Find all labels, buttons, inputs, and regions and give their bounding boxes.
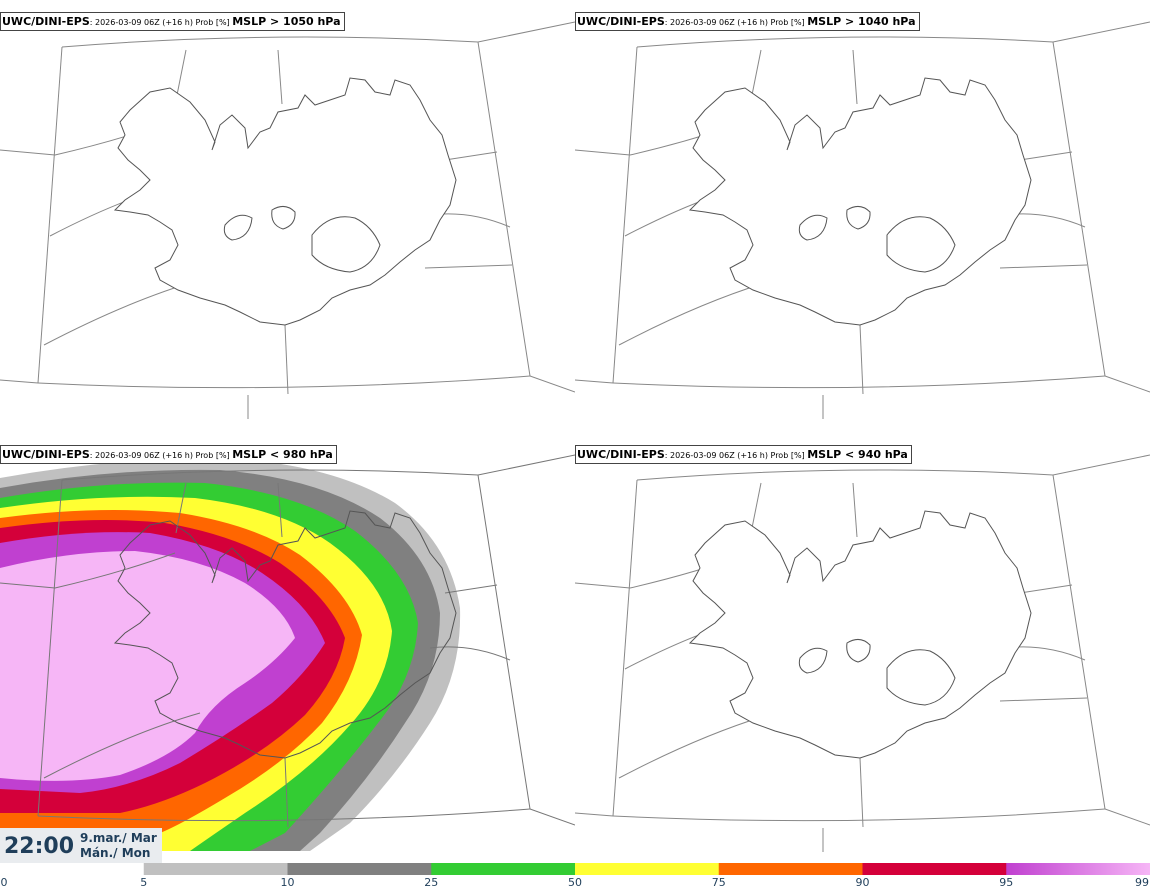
map-panel-mslp-gt-1050: UWC/DINI-EPS: 2026-03-09 06Z (+16 h) Pro… <box>0 0 575 433</box>
run-info: : 2026-03-09 06Z (+16 h) Prob [%] <box>89 18 233 27</box>
legend-segment <box>718 863 863 875</box>
legend-tick-label: 5 <box>140 876 148 889</box>
legend-segment <box>862 863 1007 875</box>
map-canvas <box>0 433 575 866</box>
model-name: UWC/DINI-EPS <box>577 15 665 28</box>
map-panel-mslp-lt-940: UWC/DINI-EPS: 2026-03-09 06Z (+16 h) Pro… <box>575 433 1150 866</box>
legend-tick-label: 90 <box>855 876 870 889</box>
legend-tick-label: 10 <box>280 876 295 889</box>
legend-segment <box>575 863 720 875</box>
valid-time-box: 22:00 9.mar./ Mar Mán./ Mon <box>0 828 162 864</box>
threshold-label: MSLP > 1040 hPa <box>807 15 916 28</box>
probability-field <box>0 458 461 851</box>
map-canvas <box>575 436 1150 853</box>
map-panel-mslp-lt-980: UWC/DINI-EPS: 2026-03-09 06Z (+16 h) Pro… <box>0 433 575 866</box>
legend-tick-label: 0 <box>0 876 8 889</box>
panel-title: UWC/DINI-EPS: 2026-03-09 06Z (+16 h) Pro… <box>575 445 912 464</box>
legend-bar <box>0 863 1150 875</box>
panel-title: UWC/DINI-EPS: 2026-03-09 06Z (+16 h) Pro… <box>0 445 337 464</box>
color-legend: 0 5 10 25 50 75 90 95 99 <box>0 862 1150 891</box>
legend-tick-label: 25 <box>424 876 439 889</box>
model-name: UWC/DINI-EPS <box>2 15 90 28</box>
valid-time: 22:00 <box>4 834 75 859</box>
legend-tick-label: 99 <box>1135 876 1149 889</box>
threshold-label: MSLP < 940 hPa <box>807 448 908 461</box>
panel-title: UWC/DINI-EPS: 2026-03-09 06Z (+16 h) Pro… <box>575 12 920 31</box>
legend-tick-label: 75 <box>711 876 726 889</box>
panel-title: UWC/DINI-EPS: 2026-03-09 06Z (+16 h) Pro… <box>0 12 345 31</box>
valid-date: 9.mar./ Mar Mán./ Mon <box>80 831 157 861</box>
run-info: : 2026-03-09 06Z (+16 h) Prob [%] <box>664 18 808 27</box>
legend-segment <box>0 863 145 875</box>
model-name: UWC/DINI-EPS <box>2 448 90 461</box>
legend-segment <box>431 863 576 875</box>
date-line-1: 9.mar./ Mar <box>80 831 157 845</box>
date-line-2: Mán./ Mon <box>80 846 151 860</box>
model-name: UWC/DINI-EPS <box>577 448 665 461</box>
legend-tick-label: 95 <box>999 876 1014 889</box>
legend-segment <box>143 863 288 875</box>
run-info: : 2026-03-09 06Z (+16 h) Prob [%] <box>89 451 233 460</box>
legend-tick-label: 50 <box>568 876 582 889</box>
map-panel-mslp-gt-1040: UWC/DINI-EPS: 2026-03-09 06Z (+16 h) Pro… <box>575 0 1150 433</box>
threshold-label: MSLP < 980 hPa <box>232 448 333 461</box>
map-canvas <box>0 3 575 420</box>
legend-segment <box>1006 863 1150 875</box>
run-info: : 2026-03-09 06Z (+16 h) Prob [%] <box>664 451 808 460</box>
legend-segment <box>287 863 432 875</box>
threshold-label: MSLP > 1050 hPa <box>232 15 341 28</box>
map-canvas <box>575 3 1150 420</box>
